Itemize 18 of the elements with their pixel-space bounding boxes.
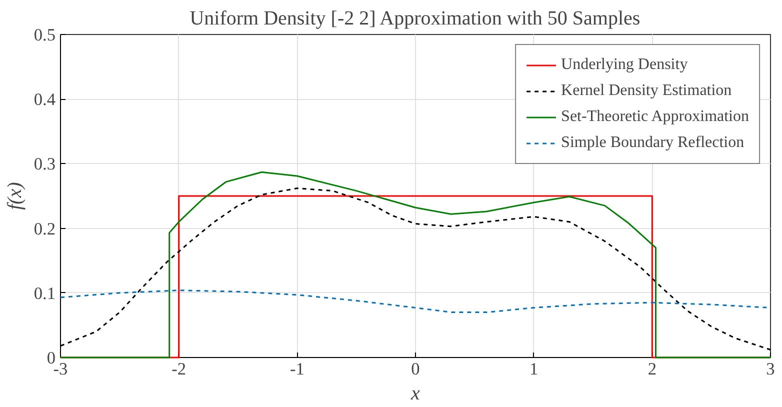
x-tick-label: -2 [172,360,186,378]
x-axis-title: x [410,382,420,404]
legend-label: Set-Theoretic Approximation [561,108,749,126]
x-tick-label: 1 [530,360,538,378]
y-tick-label: 0.1 [34,284,56,303]
x-tick-label: 3 [766,360,775,378]
y-tick-label: 0.3 [34,154,56,174]
x-tick-label: 2 [648,360,657,378]
y-tick-label: 0.5 [34,26,56,44]
x-tick-label: 0 [411,360,420,378]
x-tick-label: -1 [290,360,304,378]
chart-title: Uniform Density [-2 2] Approximation with 50 Samples [190,8,640,30]
legend-label: Kernel Density Estimation [561,82,732,100]
legend-label: Simple Boundary Reflection [561,134,744,152]
legend-label: Underlying Density [561,56,688,74]
y-axis-title: f(x) [4,182,26,210]
y-tick-label: 0.4 [34,90,56,110]
y-tick-label: 0.2 [34,219,56,238]
